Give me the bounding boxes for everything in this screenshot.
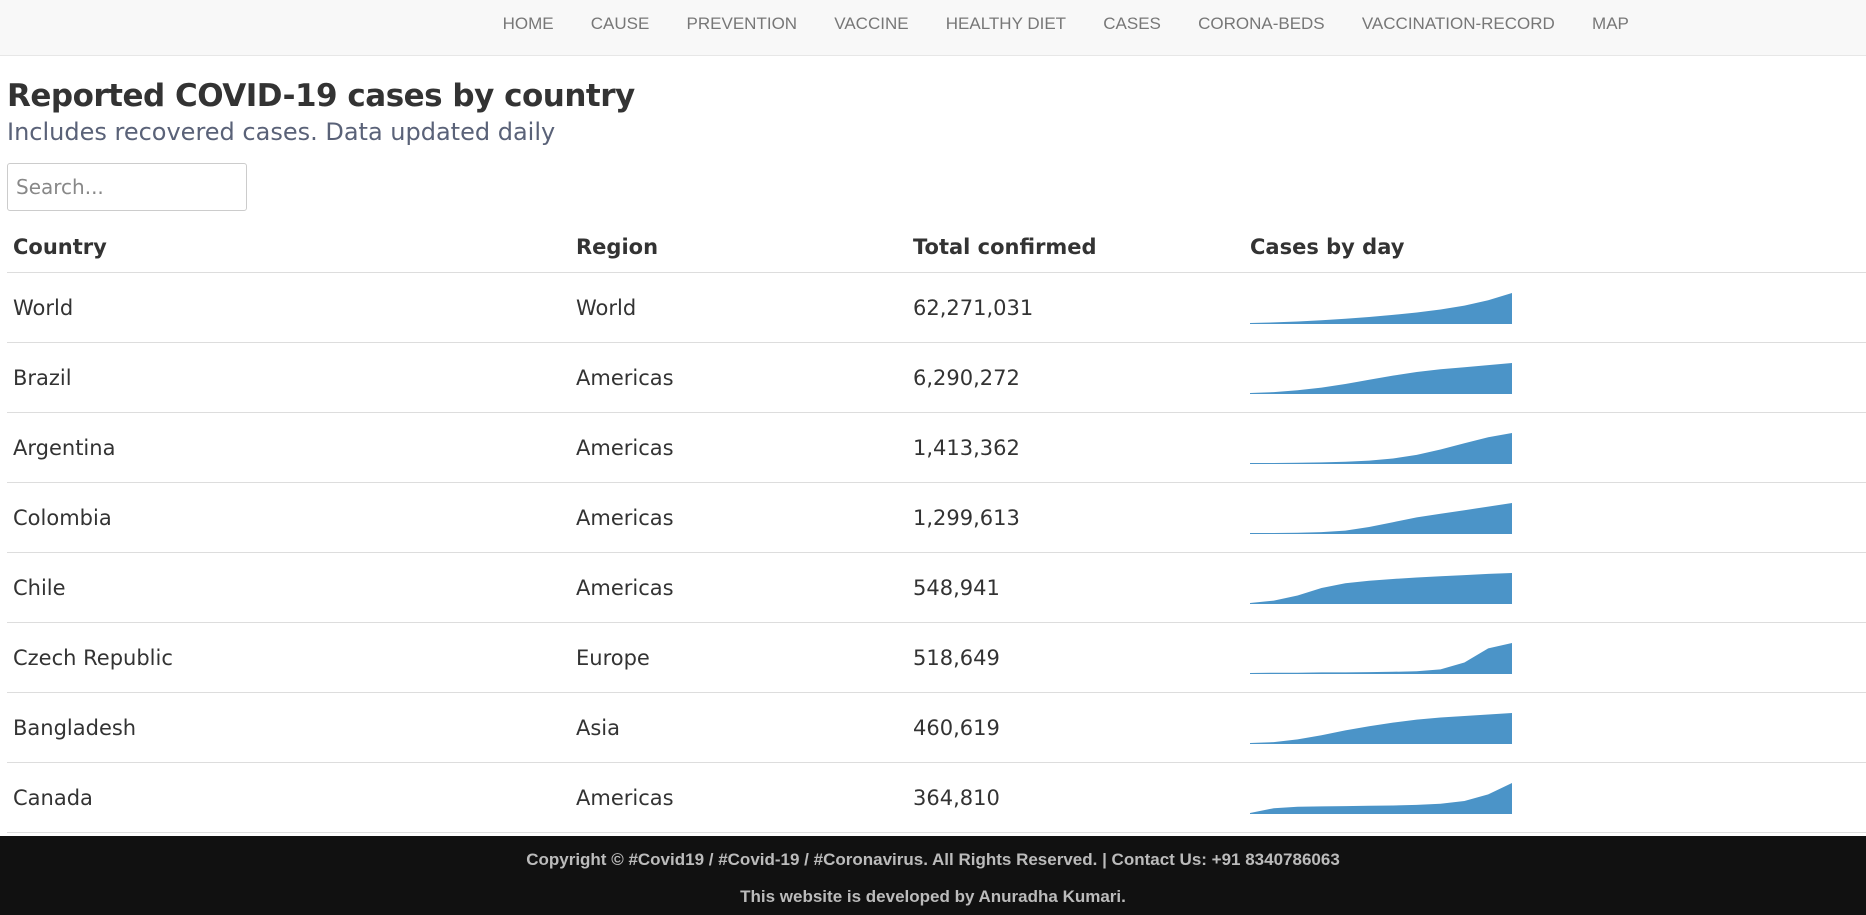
country-cell: Colombia	[7, 482, 570, 553]
nav-vaccination-record[interactable]: VACCINATION-RECORD	[1361, 14, 1555, 33]
table-row[interactable]: Chile Americas 548,941	[7, 552, 1866, 623]
footer: Copyright © #Covid19 / #Covid-19 / #Coro…	[0, 836, 1866, 915]
region-cell: Americas	[570, 342, 907, 413]
cases-sparkline	[1250, 712, 1512, 744]
country-cell: Bangladesh	[7, 692, 570, 763]
country-cell: Chile	[7, 552, 570, 623]
cases-sparkline	[1250, 362, 1512, 394]
column-header-region[interactable]: Region	[570, 222, 907, 273]
total-confirmed-cell: 1,299,613	[907, 482, 1244, 553]
table-row[interactable]: World World 62,271,031	[7, 272, 1866, 343]
table-row[interactable]: Argentina Americas 1,413,362	[7, 412, 1866, 483]
region-cell: Asia	[570, 692, 907, 763]
table-row[interactable]: Canada Americas 364,810	[7, 762, 1866, 833]
nav-cases[interactable]: CASES	[1103, 14, 1161, 33]
cases-by-day-cell	[1244, 272, 1866, 343]
table-row[interactable]: Czech Republic Europe 518,649	[7, 622, 1866, 693]
cases-by-day-cell	[1244, 622, 1866, 693]
region-cell: World	[570, 272, 907, 343]
sparkline-area	[1250, 502, 1512, 534]
region-cell: Americas	[570, 482, 907, 553]
cases-by-day-cell	[1244, 342, 1866, 413]
region-cell: Americas	[570, 762, 907, 833]
country-cell: Argentina	[7, 412, 570, 483]
cases-sparkline	[1250, 572, 1512, 604]
column-header-cases-by-day: Cases by day	[1244, 222, 1866, 273]
table-row[interactable]: Colombia Americas 1,299,613	[7, 482, 1866, 553]
cases-by-day-cell	[1244, 552, 1866, 623]
cases-table: Country Region Total confirmed Cases by …	[7, 222, 1866, 833]
country-cell: Czech Republic	[7, 622, 570, 693]
total-confirmed-cell: 460,619	[907, 692, 1244, 763]
cases-sparkline	[1250, 432, 1512, 464]
sparkline-area	[1250, 712, 1512, 744]
nav-cause[interactable]: CAUSE	[590, 14, 650, 33]
cases-by-day-cell	[1244, 762, 1866, 833]
cases-by-day-cell	[1244, 412, 1866, 483]
country-cell: Canada	[7, 762, 570, 833]
sparkline-area	[1250, 572, 1512, 604]
footer-copyright: Copyright © #Covid19 / #Covid-19 / #Coro…	[526, 850, 1340, 869]
sparkline-area	[1250, 432, 1512, 464]
nav-menu: HOME CAUSE PREVENTION VACCINE HEALTHY DI…	[484, 0, 1647, 48]
total-confirmed-cell: 518,649	[907, 622, 1244, 693]
search-input[interactable]	[7, 163, 247, 211]
total-confirmed-cell: 364,810	[907, 762, 1244, 833]
region-cell: Americas	[570, 552, 907, 623]
sparkline-area	[1250, 642, 1512, 674]
nav-prevention[interactable]: PREVENTION	[686, 14, 798, 33]
total-confirmed-cell: 548,941	[907, 552, 1244, 623]
total-confirmed-cell: 1,413,362	[907, 412, 1244, 483]
table-row[interactable]: Bangladesh Asia 460,619	[7, 692, 1866, 763]
page-title: Reported COVID-19 cases by country	[7, 78, 635, 114]
sparkline-area	[1250, 292, 1512, 324]
nav-healthy-diet[interactable]: HEALTHY DIET	[945, 14, 1067, 33]
sparkline-area	[1250, 362, 1512, 394]
sparkline-area	[1250, 782, 1512, 814]
country-cell: World	[7, 272, 570, 343]
cases-sparkline	[1250, 292, 1512, 324]
cases-sparkline	[1250, 642, 1512, 674]
region-cell: Americas	[570, 412, 907, 483]
page-subtitle: Includes recovered cases. Data updated d…	[7, 118, 556, 146]
nav-corona-beds[interactable]: CORONA-BEDS	[1198, 14, 1325, 33]
region-cell: Europe	[570, 622, 907, 693]
footer-credit: This website is developed by Anuradha Ku…	[740, 887, 1126, 906]
table-header-row: Country Region Total confirmed Cases by …	[7, 222, 1866, 273]
country-cell: Brazil	[7, 342, 570, 413]
column-header-country[interactable]: Country	[7, 222, 570, 273]
cases-by-day-cell	[1244, 692, 1866, 763]
total-confirmed-cell: 62,271,031	[907, 272, 1244, 343]
cases-by-day-cell	[1244, 482, 1866, 553]
column-header-total-confirmed[interactable]: Total confirmed	[907, 222, 1244, 273]
nav-vaccine[interactable]: VACCINE	[834, 14, 909, 33]
nav-map[interactable]: MAP	[1592, 14, 1629, 33]
top-navbar: HOME CAUSE PREVENTION VACCINE HEALTHY DI…	[0, 0, 1866, 56]
cases-sparkline	[1250, 502, 1512, 534]
cases-sparkline	[1250, 782, 1512, 814]
total-confirmed-cell: 6,290,272	[907, 342, 1244, 413]
nav-home[interactable]: HOME	[502, 14, 554, 33]
table-row[interactable]: Brazil Americas 6,290,272	[7, 342, 1866, 413]
